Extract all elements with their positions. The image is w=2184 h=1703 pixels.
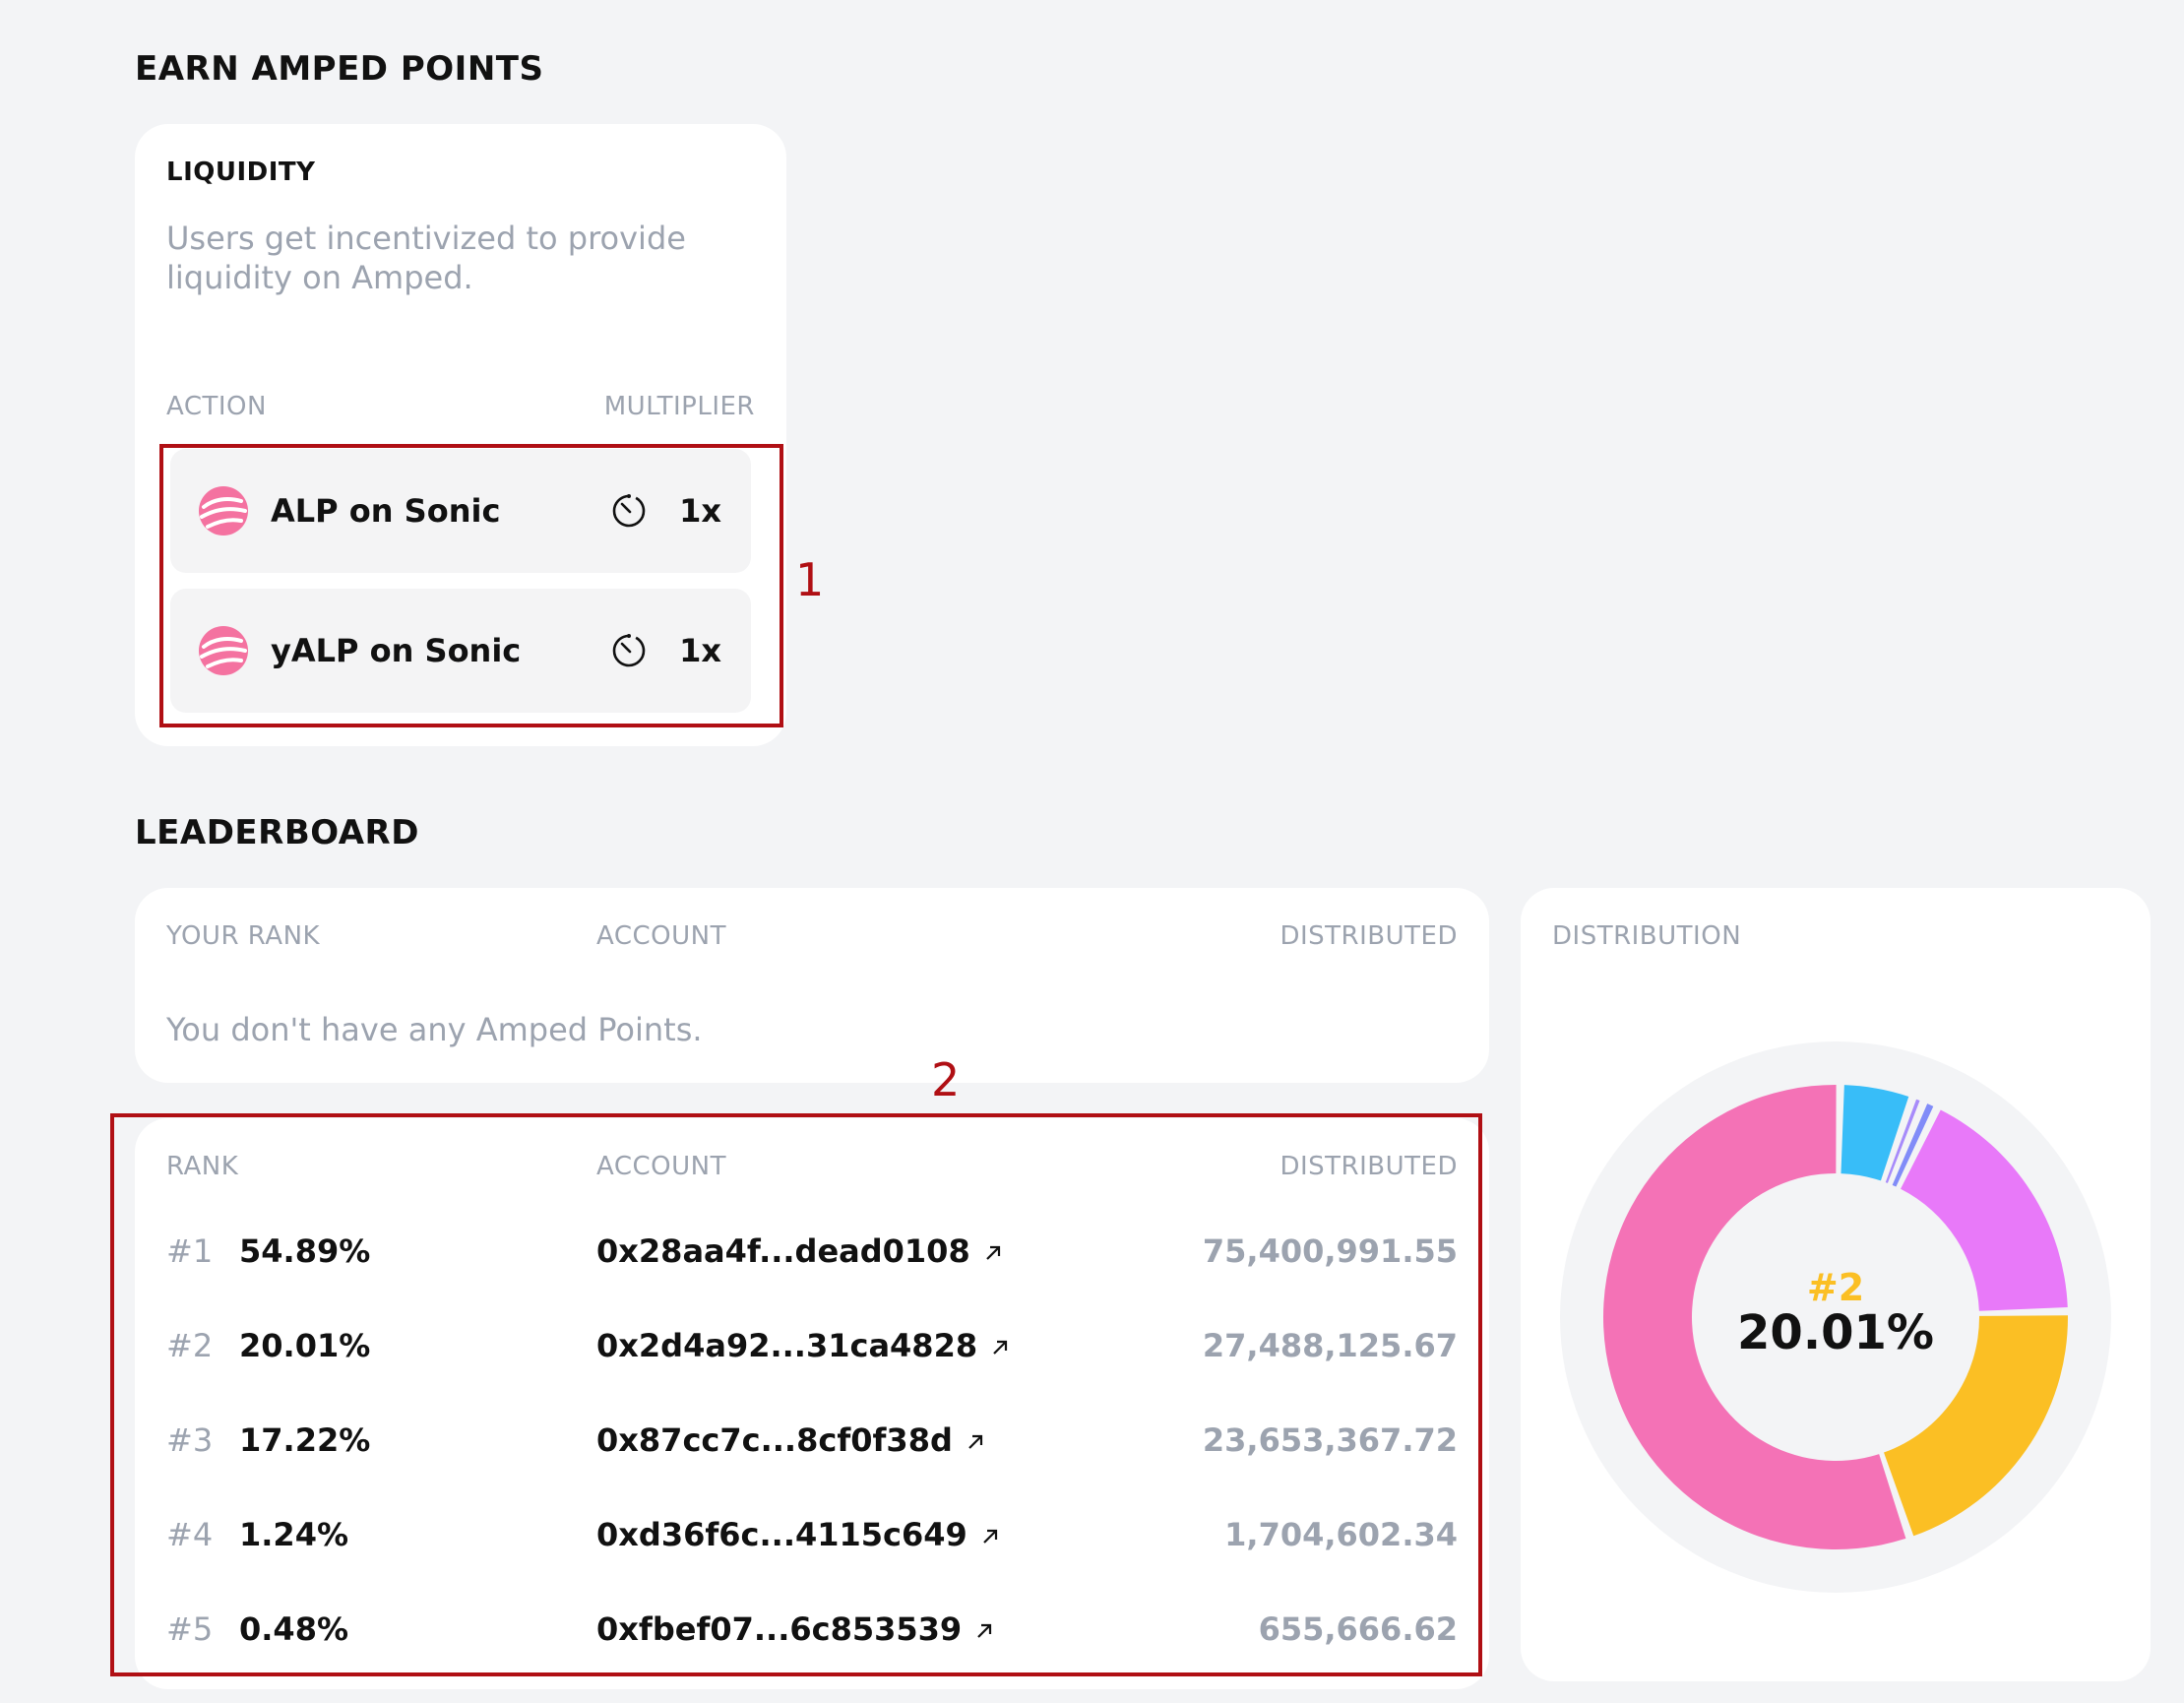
account-address: 0x87cc7c...8cf0f38d (596, 1421, 953, 1459)
account-address: 0x2d4a92...31ca4828 (596, 1327, 978, 1364)
table-row[interactable]: #3 17.22% 0x87cc7c...8cf0f38d 23,653,367… (135, 1421, 1489, 1471)
external-link-icon (985, 1245, 1000, 1260)
account-header: ACCOUNT (596, 1152, 726, 1181)
action-name: ALP on Sonic (271, 492, 501, 530)
account-address: 0x28aa4f...dead0108 (596, 1232, 970, 1270)
distributed-value: 1,704,602.34 (1224, 1516, 1458, 1553)
rank-number: #5 (166, 1610, 214, 1648)
distributed-header: DISTRIBUTED (1279, 1152, 1458, 1181)
distributed-value: 23,653,367.72 (1202, 1421, 1458, 1459)
donut-slice-rank-2[interactable] (1884, 1315, 2068, 1537)
distribution-heading: DISTRIBUTION (1552, 921, 1742, 951)
table-row[interactable]: #2 20.01% 0x2d4a92...31ca4828 27,488,125… (135, 1327, 1489, 1376)
donut-slices (1602, 1085, 2068, 1549)
donut-slice-rank-8[interactable] (1892, 1104, 1934, 1187)
account-address: 0xfbef07...6c853539 (596, 1610, 963, 1648)
donut-center-rank: #2 (1806, 1266, 1865, 1309)
annotation-label-1: 1 (795, 553, 825, 606)
share-percent: 0.48% (239, 1610, 349, 1648)
external-link-icon (977, 1623, 992, 1638)
sonic-token-icon (199, 626, 248, 675)
distributed-value: 27,488,125.67 (1202, 1327, 1458, 1364)
earn-section-title: EARN AMPED POINTS (135, 49, 544, 89)
annotation-label-2: 2 (931, 1053, 961, 1106)
distributed-value: 655,666.62 (1258, 1610, 1458, 1648)
rank-header: RANK (166, 1152, 239, 1181)
your-rank-header: YOUR RANK (166, 921, 321, 951)
share-percent: 54.89% (239, 1232, 371, 1270)
rank-number: #3 (166, 1421, 214, 1459)
action-row-alp[interactable]: ALP on Sonic 1x (170, 449, 751, 573)
liquidity-description: Users get incentivized to provide liquid… (166, 220, 686, 296)
table-row[interactable]: #5 0.48% 0xfbef07...6c853539 655,666.62 (135, 1610, 1489, 1660)
no-points-message: You don't have any Amped Points. (166, 1011, 703, 1048)
donut-slice-rank-7[interactable] (1885, 1099, 1920, 1183)
external-link-icon (983, 1529, 997, 1544)
table-row[interactable]: #4 1.24% 0xd36f6c...4115c649 1,704,602.3… (135, 1516, 1489, 1565)
account-link[interactable]: 0x2d4a92...31ca4828 (596, 1327, 1011, 1364)
share-percent: 20.01% (239, 1327, 371, 1364)
donut-slice-rank-1[interactable] (1602, 1085, 1906, 1549)
rank-number: #4 (166, 1516, 214, 1553)
multiplier-column-header: MULTIPLIER (603, 392, 755, 421)
rank-number: #1 (166, 1232, 214, 1270)
share-percent: 17.22% (239, 1421, 371, 1459)
action-row-yalp[interactable]: yALP on Sonic 1x (170, 589, 751, 713)
liquidity-heading: LIQUIDITY (166, 158, 316, 187)
donut-slice-rank-6[interactable] (1841, 1085, 1909, 1181)
account-address: 0xd36f6c...4115c649 (596, 1516, 967, 1553)
account-link[interactable]: 0xfbef07...6c853539 (596, 1610, 995, 1648)
action-name: yALP on Sonic (271, 632, 522, 669)
donut-center-percent: 20.01% (1737, 1305, 1934, 1360)
timer-icon (612, 494, 646, 528)
account-link[interactable]: 0x28aa4f...dead0108 (596, 1232, 1004, 1270)
table-row[interactable]: #1 54.89% 0x28aa4f...dead0108 75,400,991… (135, 1232, 1489, 1282)
account-link[interactable]: 0xd36f6c...4115c649 (596, 1516, 1001, 1553)
action-column-header: ACTION (166, 392, 267, 421)
liquidity-card: LIQUIDITY Users get incentivized to prov… (135, 124, 786, 746)
rank-number: #2 (166, 1327, 214, 1364)
distributed-header: DISTRIBUTED (1279, 921, 1458, 951)
annotation-box-1 (159, 444, 783, 727)
your-rank-card: YOUR RANK ACCOUNT DISTRIBUTED You don't … (135, 888, 1489, 1083)
multiplier-value: 1x (679, 492, 721, 530)
account-header: ACCOUNT (596, 921, 726, 951)
distribution-donut-chart (1560, 1041, 2111, 1593)
external-link-icon (968, 1434, 982, 1449)
distribution-card: DISTRIBUTION #2 20.01% (1521, 888, 2151, 1681)
distributed-value: 75,400,991.55 (1202, 1232, 1458, 1270)
donut-slice-rank-3[interactable] (1901, 1109, 2068, 1311)
share-percent: 1.24% (239, 1516, 349, 1553)
timer-icon (612, 634, 646, 667)
sonic-token-icon (199, 486, 248, 536)
external-link-icon (993, 1340, 1008, 1355)
leaderboard-title: LEADERBOARD (135, 813, 419, 852)
annotation-box-2 (110, 1113, 1482, 1676)
multiplier-value: 1x (679, 632, 721, 669)
leaderboard-table-card: RANK ACCOUNT DISTRIBUTED #1 54.89% 0x28a… (135, 1118, 1489, 1689)
account-link[interactable]: 0x87cc7c...8cf0f38d (596, 1421, 986, 1459)
